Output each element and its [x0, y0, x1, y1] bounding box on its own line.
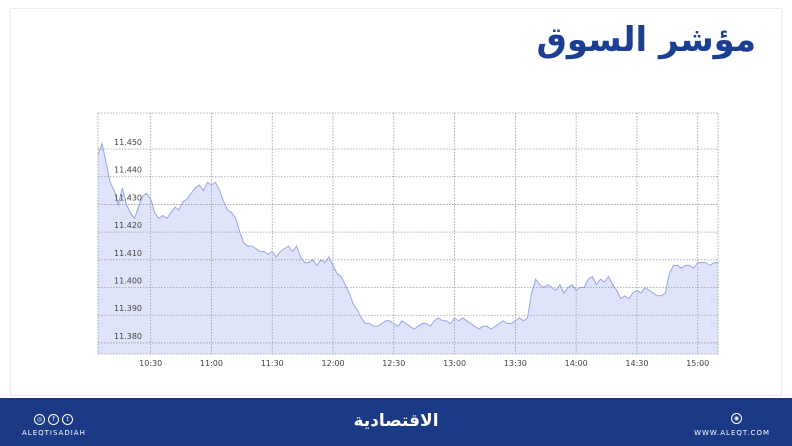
area-fill: [98, 143, 718, 354]
facebook-icon[interactable]: f: [48, 414, 59, 425]
brand-logo: الاقتصادية: [353, 411, 439, 431]
social-icons: ◎ f t: [34, 414, 73, 425]
y-tick-label: 11.400: [114, 277, 142, 286]
market-index-chart: 11.380 11.390 11.400 11.410 11.420 11.430 11.4…: [97, 112, 719, 368]
website-link[interactable]: WWW.ALEQT.COM: [694, 429, 770, 437]
x-tick-label: 10:30: [139, 359, 162, 368]
y-tick-label: 11.450: [114, 138, 142, 147]
x-tick-label: 14:00: [565, 359, 588, 368]
x-tick-label: 15:00: [686, 359, 709, 368]
globe-icon: ◉: [731, 413, 742, 424]
y-tick-label: 11.390: [114, 304, 142, 313]
y-tick-label: 11.440: [114, 166, 142, 175]
x-tick-label: 11:00: [200, 359, 223, 368]
y-tick-label: 11.410: [114, 249, 142, 258]
page-title: مؤشر السوق: [536, 20, 756, 60]
social-handle[interactable]: ALEQTISADIAH: [22, 429, 86, 437]
x-tick-label: 12:30: [382, 359, 405, 368]
x-tick-label: 13:30: [504, 359, 527, 368]
y-tick-label: 11.420: [114, 221, 142, 230]
twitter-icon[interactable]: t: [62, 414, 73, 425]
y-tick-label: 11.430: [114, 193, 142, 202]
y-tick-label: 11.380: [114, 332, 142, 341]
footer-bar: ◎ f t ALEQTISADIAH الاقتصادية ◉ WWW.ALEQ…: [0, 398, 792, 446]
x-tick-label: 12:00: [322, 359, 345, 368]
x-tick-label: 14:30: [625, 359, 648, 368]
instagram-icon[interactable]: ◎: [34, 414, 45, 425]
x-tick-label: 11:30: [261, 359, 284, 368]
x-tick-label: 13:00: [443, 359, 466, 368]
